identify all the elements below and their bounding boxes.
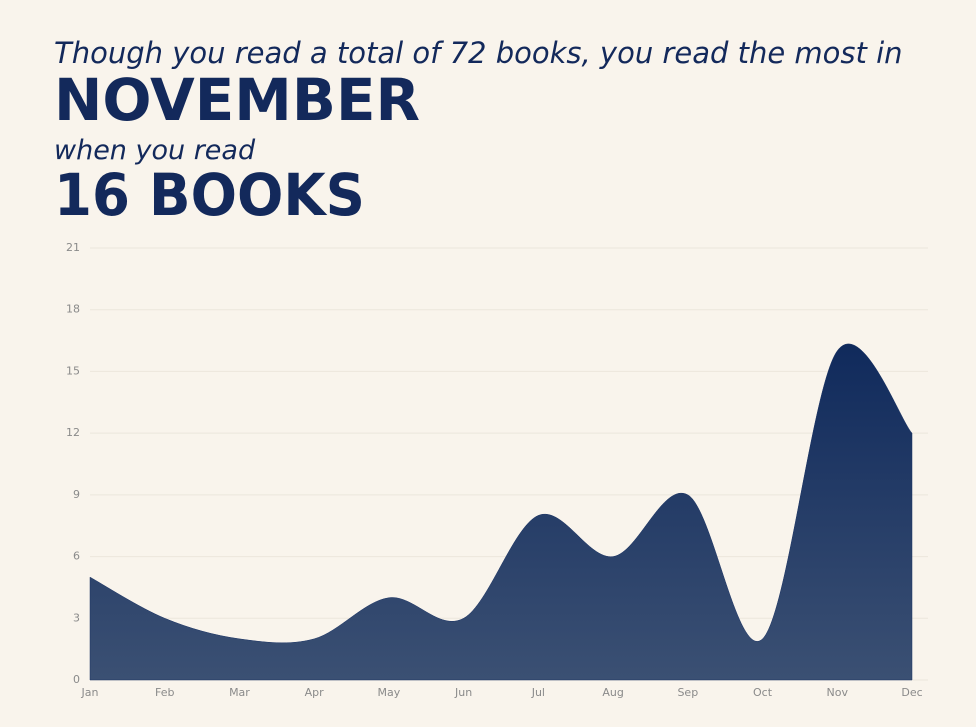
- y-tick-label: 15: [66, 364, 80, 377]
- x-tick-label: Nov: [827, 686, 849, 699]
- x-tick-label: May: [378, 686, 401, 699]
- y-tick-label: 9: [73, 488, 80, 501]
- y-tick-label: 18: [66, 303, 80, 316]
- x-tick-label: Jan: [81, 686, 99, 699]
- x-tick-label: Jun: [454, 686, 472, 699]
- y-tick-label: 3: [73, 611, 80, 624]
- x-tick-label: Dec: [901, 686, 922, 699]
- headline-month: NOVEMBER: [54, 66, 420, 134]
- x-tick-label: Sep: [677, 686, 698, 699]
- headline: Though you read a total of 72 books, you…: [54, 36, 903, 70]
- headline-count: 16 BOOKS: [54, 161, 365, 229]
- x-tick-label: Aug: [602, 686, 623, 699]
- y-tick-label: 6: [73, 550, 80, 563]
- y-tick-label: 0: [73, 673, 80, 686]
- x-tick-label: Mar: [229, 686, 250, 699]
- headline: when you read: [54, 135, 256, 166]
- x-tick-label: Apr: [305, 686, 325, 699]
- y-tick-label: 21: [66, 241, 80, 254]
- x-tick-label: Feb: [155, 686, 174, 699]
- y-tick-label: 12: [66, 426, 80, 439]
- x-tick-label: Jul: [531, 686, 545, 699]
- area: [89, 343, 913, 681]
- x-tick-label: Oct: [753, 686, 773, 699]
